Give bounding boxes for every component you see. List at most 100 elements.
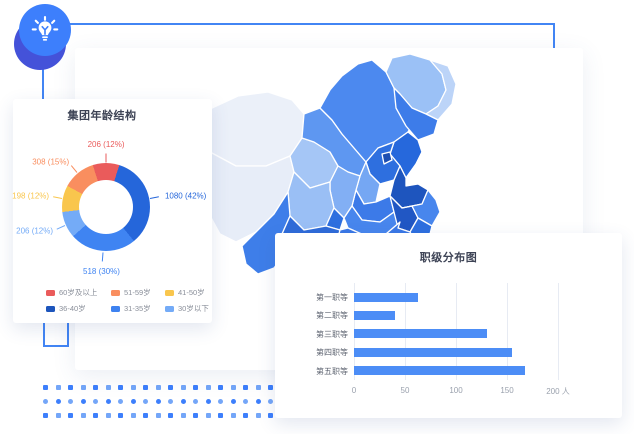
decor-dot xyxy=(68,385,73,390)
legend-item[interactable]: 60岁及以上 xyxy=(46,287,101,298)
decor-dot xyxy=(255,385,261,390)
decor-dot xyxy=(268,385,273,390)
connector-line-horizontal xyxy=(70,23,555,25)
legend-label: 51-59岁 xyxy=(124,288,151,297)
decor-dot xyxy=(93,413,98,418)
bar-gridline xyxy=(558,283,559,380)
decor-dot xyxy=(105,399,111,404)
decor-dot xyxy=(55,413,61,418)
legend-swatch xyxy=(46,305,55,312)
legend-item[interactable]: 30岁以下 xyxy=(165,303,209,314)
pie-slice-label: 206 (12%) xyxy=(16,226,54,236)
decor-dot xyxy=(130,385,136,390)
decor-dot xyxy=(93,385,98,390)
decor-dot xyxy=(155,413,161,418)
bar-category-label: 第三职等 xyxy=(316,329,348,339)
decor-dot xyxy=(68,413,73,418)
decor-dot xyxy=(155,385,161,390)
rank-distribution-card: 职级分布图 0 50 100 150 200 人 第一职等 第二职等 第三职等 第四职等 第五职等 xyxy=(275,233,622,418)
legend-swatch xyxy=(111,289,120,296)
decor-dot xyxy=(180,399,186,404)
decor-dot xyxy=(268,399,273,404)
x-axis-tick-label: 50 xyxy=(400,386,410,395)
bar-gridline xyxy=(507,283,508,380)
decor-dot xyxy=(168,413,173,418)
map-region-beijing[interactable] xyxy=(381,151,393,165)
bar-category-label: 第一职等 xyxy=(316,293,348,302)
legend-label: 41-50岁 xyxy=(178,288,205,297)
map-region-jiangsu[interactable] xyxy=(401,189,441,227)
pie-leader-line xyxy=(56,225,66,230)
decor-dot xyxy=(143,385,148,390)
decor-dot xyxy=(243,385,248,390)
pie-leader-line xyxy=(101,252,103,262)
decor-dot xyxy=(205,399,211,404)
legend-item[interactable]: 51-59岁 xyxy=(111,287,155,298)
decor-dot xyxy=(243,399,248,404)
age-chart-legend: 60岁及以上 51-59岁 41-50岁 36-40岁 31-35岁 30岁以下 xyxy=(46,287,209,314)
legend-label: 31-35岁 xyxy=(124,304,151,313)
legend-swatch xyxy=(111,305,120,312)
rank-card-title: 职级分布图 xyxy=(419,252,478,264)
bar-1[interactable] xyxy=(354,292,419,302)
bar-4[interactable] xyxy=(354,347,513,357)
legend-item[interactable]: 36-40岁 xyxy=(46,303,101,314)
decor-dot xyxy=(205,385,211,390)
decor-dot xyxy=(218,399,223,404)
decor-dot xyxy=(55,399,61,404)
pie-leader-line xyxy=(150,196,160,200)
decor-dot xyxy=(218,385,223,390)
decor-dot xyxy=(230,413,236,418)
x-axis-tick-label: 200 人 xyxy=(546,387,570,396)
legend-item[interactable]: 41-50岁 xyxy=(165,287,209,298)
decor-dot xyxy=(143,413,148,418)
decor-dot xyxy=(93,399,98,404)
pie-slice-label: 206 (12%) xyxy=(87,140,125,149)
lightbulb-icon xyxy=(19,4,71,56)
decor-dot xyxy=(268,413,273,418)
decor-dot xyxy=(255,399,261,404)
bar-5[interactable] xyxy=(354,366,526,376)
decor-dot xyxy=(230,385,236,390)
decor-dot xyxy=(43,413,48,418)
decor-dot xyxy=(118,385,123,390)
decor-dot xyxy=(105,413,111,418)
decor-dot xyxy=(80,413,86,418)
idea-badge xyxy=(12,2,74,70)
map-region-jilin[interactable] xyxy=(393,87,439,141)
legend-item[interactable]: 31-35岁 xyxy=(111,303,155,314)
legend-label: 60岁及以上 xyxy=(59,288,98,297)
bar-category-label: 第二职等 xyxy=(316,311,348,321)
decor-dot xyxy=(80,399,86,404)
decor-dot xyxy=(155,399,161,404)
pie-slice-label: 308 (15%) xyxy=(32,157,70,167)
decor-dot xyxy=(80,385,86,390)
legend-swatch xyxy=(165,289,174,296)
decor-dot xyxy=(118,413,123,418)
decor-dot xyxy=(130,413,136,418)
rank-bar-plot xyxy=(354,283,634,380)
decor-dot xyxy=(143,399,148,404)
age-donut-chart: 206 (12%) 1080 (42%) 518 (30%) 206 (12%) 198… xyxy=(12,99,212,279)
decor-dot xyxy=(243,413,248,418)
age-card-title: 集团年龄结构 xyxy=(67,110,137,122)
connector-line-vertical-right xyxy=(553,23,555,50)
pie-leader-line xyxy=(105,153,107,163)
connector-line-vertical-left xyxy=(42,62,44,100)
decor-dot xyxy=(168,399,173,404)
decor-dot xyxy=(55,385,61,390)
x-axis-tick-label: 150 xyxy=(500,386,514,395)
decor-dot xyxy=(168,385,173,390)
bar-2[interactable] xyxy=(354,310,395,320)
decor-dot xyxy=(43,385,48,390)
x-axis-tick-label: 0 xyxy=(351,386,357,395)
decor-dot xyxy=(205,413,211,418)
decor-dot xyxy=(255,413,261,418)
legend-label: 36-40岁 xyxy=(59,304,86,313)
decor-dot xyxy=(105,385,111,390)
decor-dot xyxy=(180,385,186,390)
x-axis-tick-label: 100 xyxy=(449,386,463,395)
age-structure-card: 集团年龄结构 206 (12%) 1080 (42%) 518 (30%) 206 (… xyxy=(12,99,212,323)
decor-dot xyxy=(230,399,236,404)
bar-3[interactable] xyxy=(354,329,487,339)
